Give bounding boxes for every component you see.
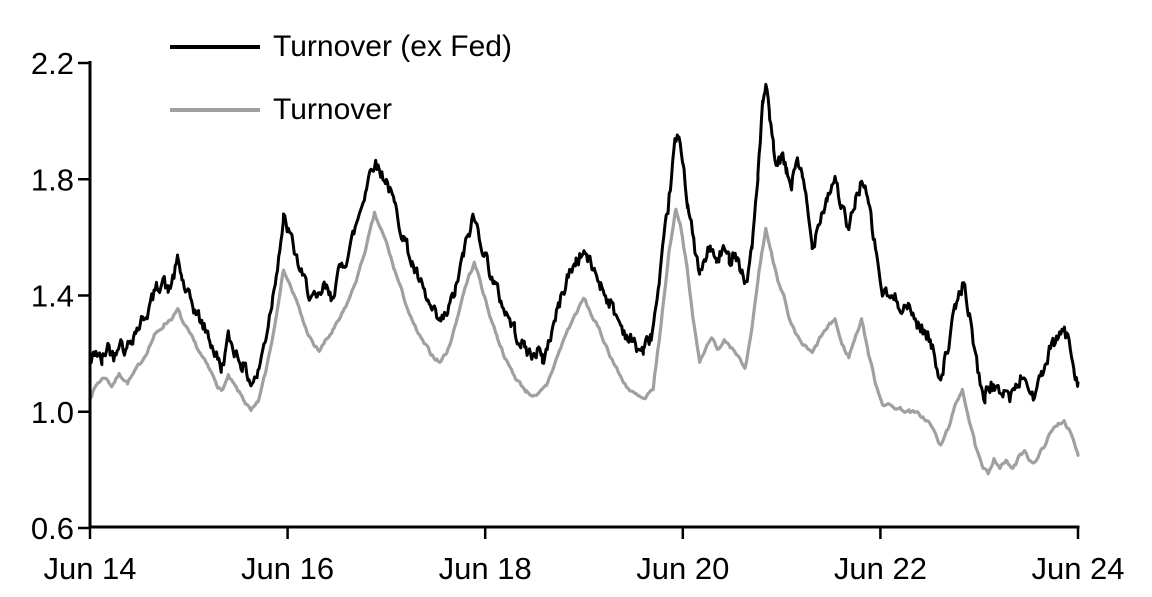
legend-label-turnover-ex-fed: Turnover (ex Fed) — [273, 30, 512, 63]
legend-item-turnover: Turnover — [170, 92, 512, 128]
y-tick-label: 1.4 — [31, 279, 74, 314]
x-tick-label: Jun 20 — [636, 551, 729, 586]
x-tick-label: Jun 14 — [43, 551, 136, 586]
legend-item-turnover-ex-fed: Turnover (ex Fed) — [170, 29, 512, 65]
series-line-turnover-ex-fed — [88, 82, 1080, 405]
y-tick-label: 0.6 — [31, 511, 74, 546]
legend-line-turnover-ex-fed-icon — [170, 45, 260, 49]
legend-label-turnover: Turnover — [273, 93, 392, 126]
legend: Turnover (ex Fed) Turnover — [170, 29, 512, 155]
y-tick-label: 1.8 — [31, 162, 74, 197]
x-tick-label: Jun 24 — [1031, 551, 1124, 586]
x-tick-label: Jun 18 — [439, 551, 532, 586]
x-tick-label: Jun 22 — [834, 551, 927, 586]
legend-line-turnover-icon — [170, 108, 260, 112]
x-tick-label: Jun 16 — [241, 551, 334, 586]
y-tick-label: 2.2 — [31, 46, 74, 81]
y-tick-label: 1.0 — [31, 395, 74, 430]
series-line-turnover — [88, 207, 1080, 476]
